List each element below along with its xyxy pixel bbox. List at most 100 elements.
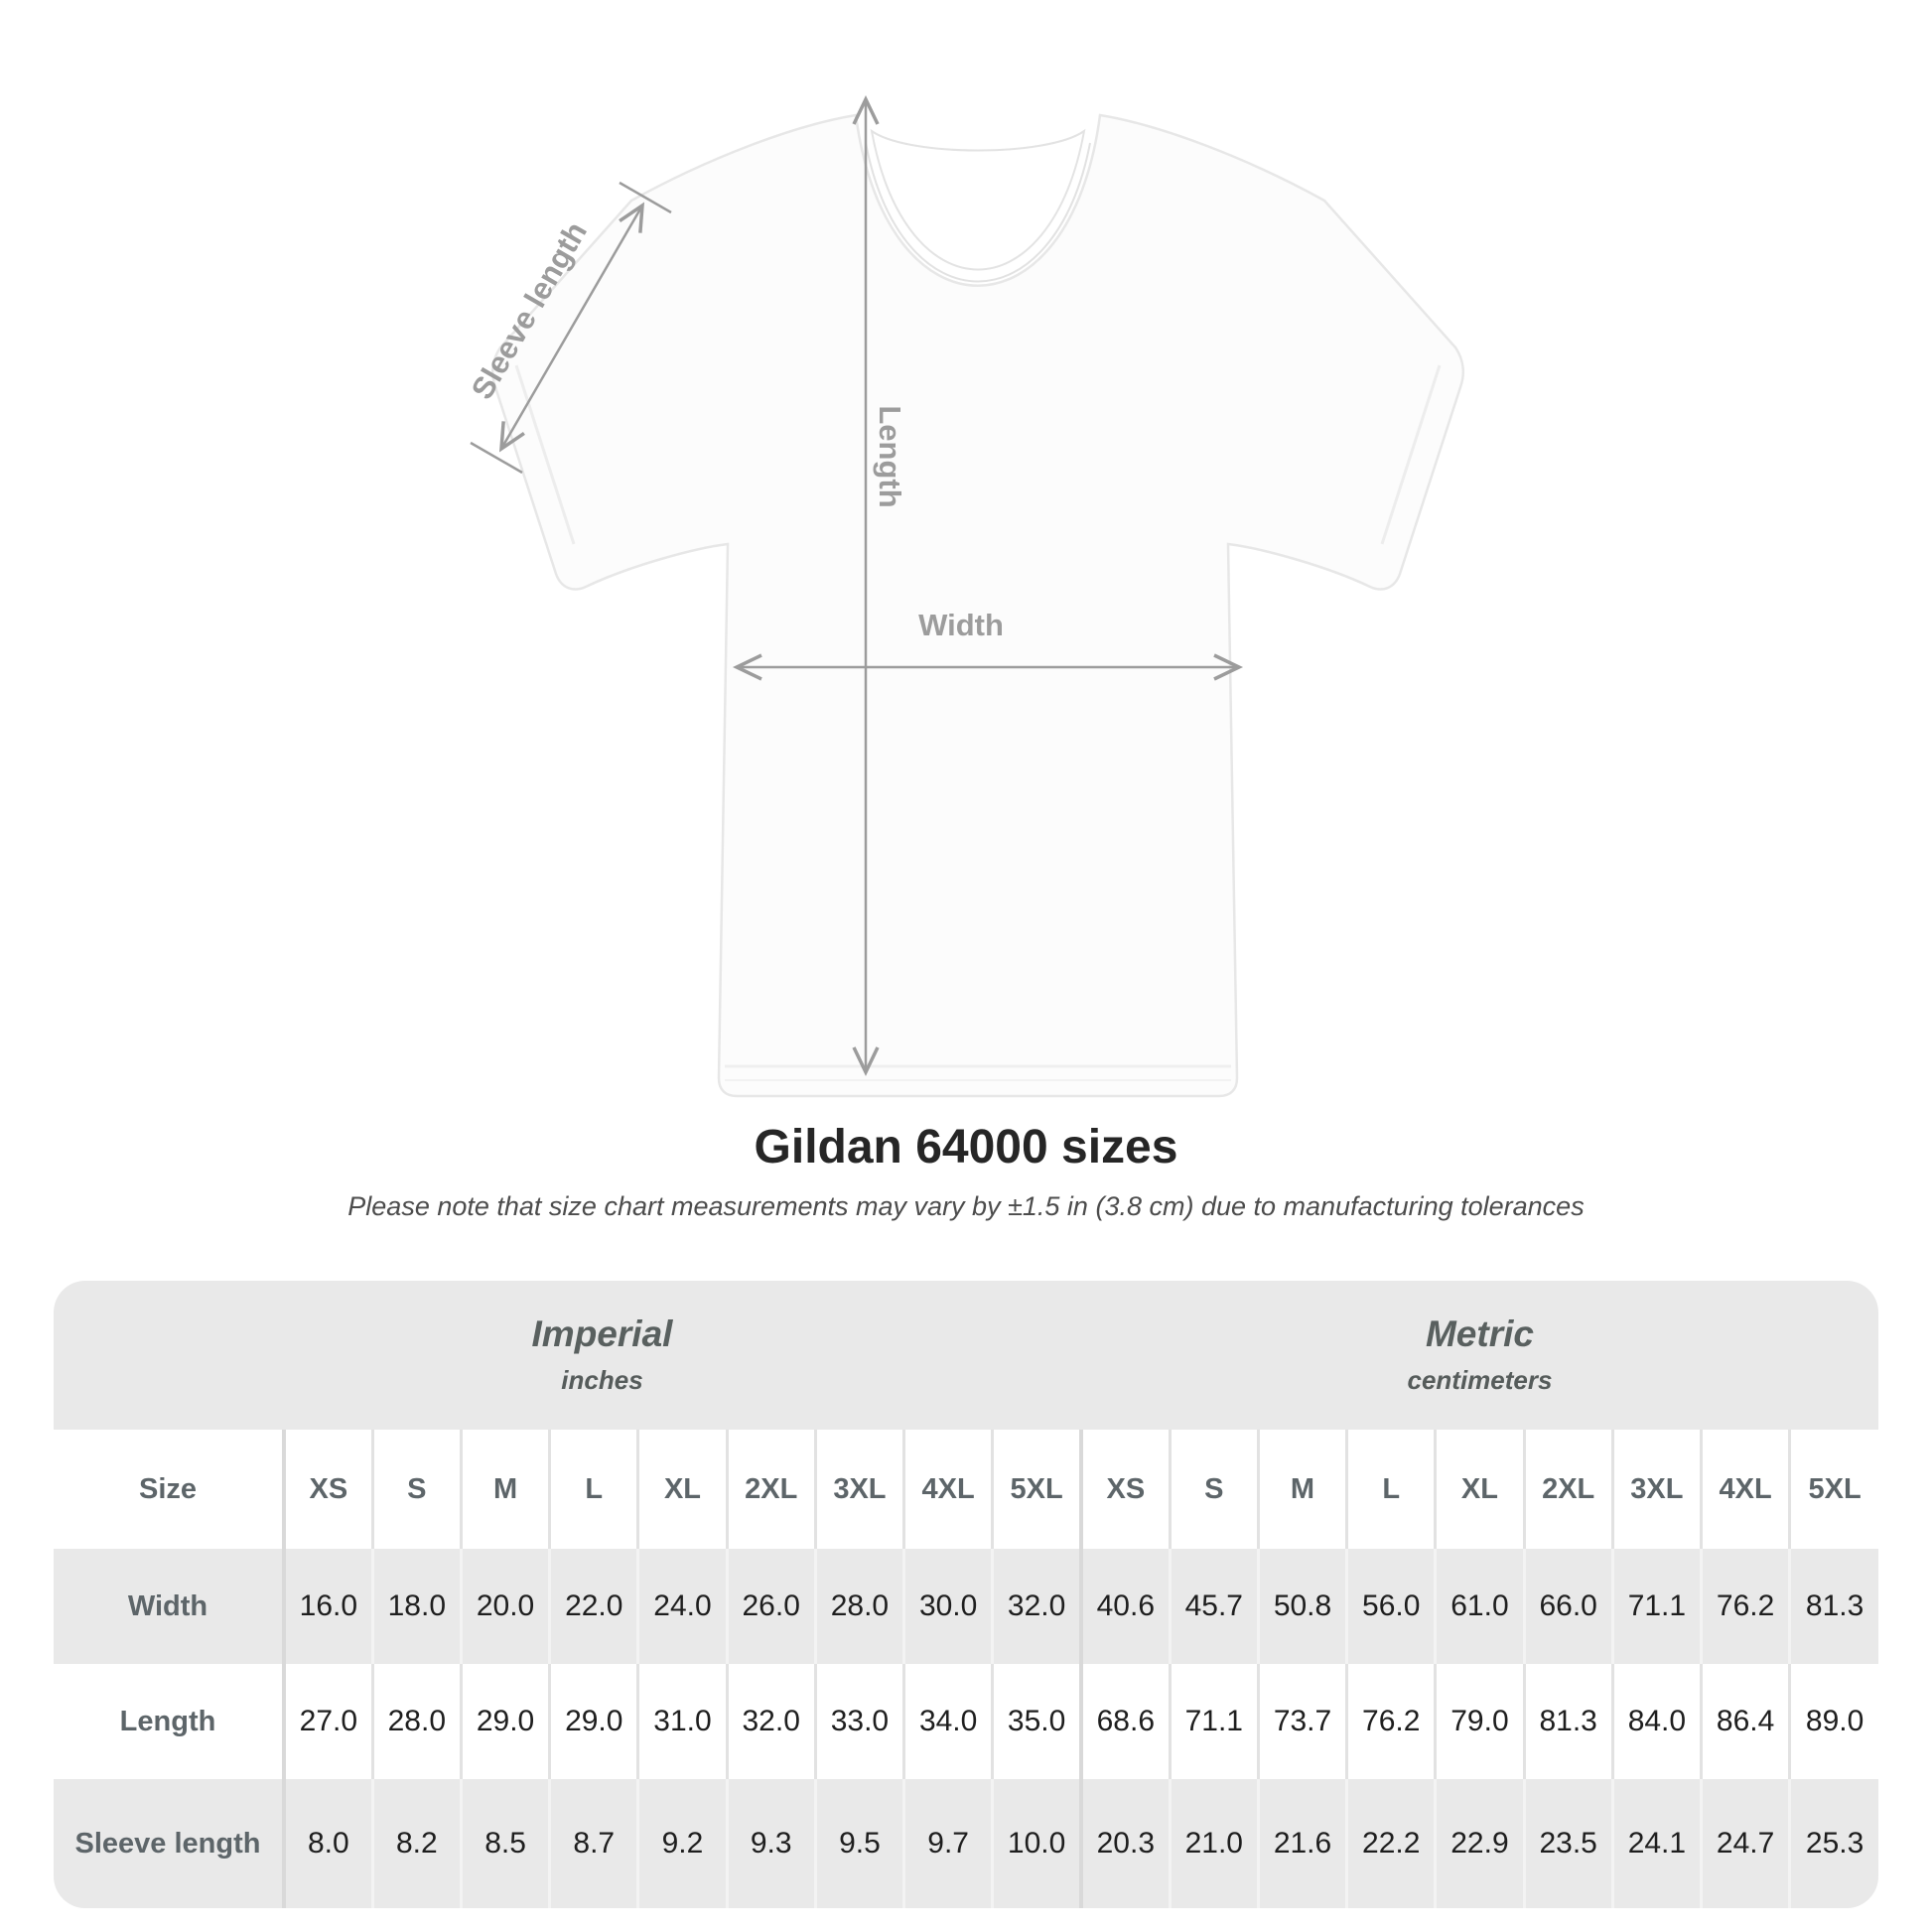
- size-col-header: XL: [636, 1430, 728, 1549]
- value-cell: 21.0: [1168, 1779, 1259, 1908]
- value-cell: 9.3: [725, 1779, 816, 1908]
- value-cell: 9.7: [902, 1779, 993, 1908]
- tshirt-graphic: [491, 113, 1464, 1098]
- value-cell: 34.0: [902, 1664, 993, 1779]
- value-cell: 25.3: [1788, 1779, 1878, 1908]
- value-cell: 35.0: [991, 1664, 1081, 1779]
- value-cell: 29.0: [548, 1664, 638, 1779]
- size-col-header: 3XL: [1610, 1430, 1702, 1549]
- value-cell: 68.6: [1078, 1664, 1171, 1779]
- value-cell: 24.7: [1699, 1779, 1790, 1908]
- group-header-metric: Metric centimeters: [1080, 1281, 1878, 1430]
- size-col-header: 5XL: [991, 1430, 1081, 1549]
- value-cell: 8.7: [548, 1779, 638, 1908]
- size-col-header: 4XL: [902, 1430, 993, 1549]
- size-col-header: S: [1168, 1430, 1259, 1549]
- size-col-header: 5XL: [1788, 1430, 1878, 1549]
- value-cell: 26.0: [725, 1549, 816, 1664]
- value-cell: 45.7: [1168, 1549, 1259, 1664]
- size-col-header: M: [459, 1430, 550, 1549]
- value-cell: 81.3: [1522, 1664, 1613, 1779]
- value-cell: 22.9: [1434, 1779, 1525, 1908]
- table-row: Width 16.0 18.0 20.0 22.0 24.0 26.0 28.0 30.0 32.…: [54, 1549, 1878, 1664]
- size-table: Imperial inches Metric centimeters Size X…: [54, 1281, 1878, 1908]
- value-cell: 21.6: [1256, 1779, 1347, 1908]
- sleeve-dimension-line: [498, 202, 645, 453]
- value-cell: 9.5: [813, 1779, 904, 1908]
- value-cell: 84.0: [1610, 1664, 1702, 1779]
- value-cell: 8.0: [281, 1779, 373, 1908]
- value-cell: 31.0: [636, 1664, 728, 1779]
- value-cell: 76.2: [1699, 1549, 1790, 1664]
- value-cell: 27.0: [281, 1664, 373, 1779]
- value-cell: 86.4: [1699, 1664, 1790, 1779]
- size-col-header: M: [1256, 1430, 1347, 1549]
- value-cell: 71.1: [1610, 1549, 1702, 1664]
- value-cell: 29.0: [459, 1664, 550, 1779]
- value-cell: 81.3: [1788, 1549, 1878, 1664]
- imperial-group-title: Imperial: [531, 1313, 673, 1355]
- value-cell: 76.2: [1345, 1664, 1436, 1779]
- value-cell: 33.0: [813, 1664, 904, 1779]
- value-cell: 22.0: [548, 1549, 638, 1664]
- value-cell: 40.6: [1078, 1549, 1171, 1664]
- value-cell: 23.5: [1522, 1779, 1613, 1908]
- size-col-header: XL: [1434, 1430, 1525, 1549]
- value-cell: 16.0: [281, 1549, 373, 1664]
- value-cell: 50.8: [1256, 1549, 1347, 1664]
- size-header-cell: Size: [54, 1430, 284, 1549]
- value-cell: 28.0: [813, 1549, 904, 1664]
- value-cell: 61.0: [1434, 1549, 1525, 1664]
- value-cell: 79.0: [1434, 1664, 1525, 1779]
- metric-group-title: Metric: [1425, 1313, 1534, 1355]
- collar-stitch: [865, 142, 1091, 283]
- page-subtitle: Please note that size chart measurements…: [347, 1191, 1585, 1221]
- value-cell: 24.0: [636, 1549, 728, 1664]
- value-cell: 20.3: [1078, 1779, 1171, 1908]
- value-cell: 30.0: [902, 1549, 993, 1664]
- value-cell: 89.0: [1788, 1664, 1878, 1779]
- page-title: Gildan 64000 sizes: [754, 1121, 1178, 1173]
- size-col-header: 4XL: [1699, 1430, 1790, 1549]
- value-cell: 9.2: [636, 1779, 728, 1908]
- size-table-container: Imperial inches Metric centimeters Size X…: [54, 1281, 1878, 1908]
- metric-group-unit: centimeters: [1407, 1364, 1553, 1395]
- imperial-group-unit: inches: [561, 1364, 643, 1395]
- row-label: Length: [54, 1664, 284, 1779]
- value-cell: 20.0: [459, 1549, 550, 1664]
- size-col-header: 2XL: [725, 1430, 816, 1549]
- size-col-header: XS: [281, 1430, 373, 1549]
- sleeve-dimension-tick-bottom: [470, 441, 523, 475]
- size-col-header: L: [548, 1430, 638, 1549]
- value-cell: 8.5: [459, 1779, 550, 1908]
- sleeve-dimension-tick-top: [619, 181, 672, 214]
- size-col-header: L: [1345, 1430, 1436, 1549]
- value-cell: 22.2: [1345, 1779, 1436, 1908]
- value-cell: 71.1: [1168, 1664, 1259, 1779]
- row-label: Width: [54, 1549, 284, 1664]
- value-cell: 32.0: [991, 1549, 1081, 1664]
- value-cell: 24.1: [1610, 1779, 1702, 1908]
- size-col-header: S: [370, 1430, 462, 1549]
- unit-group-row: Imperial inches Metric centimeters: [54, 1281, 1878, 1430]
- right-cuff-seam: [1380, 364, 1442, 545]
- group-header-imperial: Imperial inches: [54, 1281, 1081, 1430]
- value-cell: 18.0: [370, 1549, 462, 1664]
- value-cell: 8.2: [370, 1779, 462, 1908]
- size-header-row: Size XS S M L XL 2XL 3XL 4XL 5XL XS S M L XL 2XL 3XL 4XL 5…: [54, 1430, 1878, 1549]
- row-label: Sleeve length: [54, 1779, 284, 1908]
- value-cell: 32.0: [725, 1664, 816, 1779]
- size-col-header: XS: [1078, 1430, 1171, 1549]
- value-cell: 10.0: [991, 1779, 1081, 1908]
- table-row: Sleeve length 8.0 8.2 8.5 8.7 9.2 9.3 9.5 9.7 10.…: [54, 1779, 1878, 1908]
- size-table-body: Width 16.0 18.0 20.0 22.0 24.0 26.0 28.0 30.0 32.…: [54, 1549, 1878, 1908]
- collar-opening: [870, 128, 1086, 271]
- value-cell: 73.7: [1256, 1664, 1347, 1779]
- table-row: Length 27.0 28.0 29.0 29.0 31.0 32.0 33.0 34.0 35…: [54, 1664, 1878, 1779]
- value-cell: 56.0: [1345, 1549, 1436, 1664]
- value-cell: 28.0: [370, 1664, 462, 1779]
- width-label: Width: [918, 608, 1004, 642]
- tshirt-diagram: Sleeve length Length Width: [465, 94, 1464, 1098]
- length-label: Length: [873, 405, 907, 507]
